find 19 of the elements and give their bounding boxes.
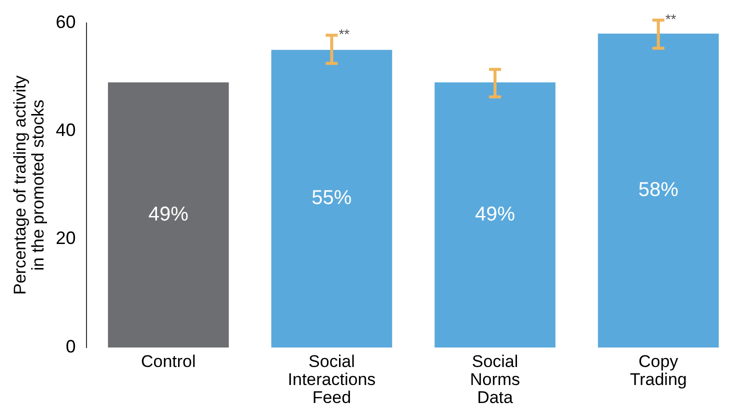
- y-tick-label: 20: [56, 228, 76, 248]
- y-tick-label: 0: [66, 336, 76, 356]
- bar: [108, 82, 229, 348]
- data-label: 49%: [148, 203, 189, 226]
- annotation: **: [665, 10, 677, 27]
- y-tick-label: 60: [56, 12, 76, 32]
- x-tick-label: Control: [140, 352, 196, 372]
- data-label: 55%: [312, 187, 352, 210]
- bar: [434, 82, 556, 348]
- y-axis-title: Percentage of trading activity in the promoted stocks: [10, 75, 48, 295]
- data-label: 49%: [475, 203, 516, 226]
- x-tick-label: Social Norms Data: [470, 352, 520, 407]
- x-tick-label: Copy Trading: [630, 352, 687, 389]
- x-tick-label: Social Interactions Feed: [288, 352, 376, 407]
- data-label: 58%: [638, 179, 679, 202]
- annotation: **: [338, 26, 350, 42]
- bar: [598, 34, 719, 348]
- bar: [271, 50, 392, 348]
- y-tick-label: 40: [56, 120, 76, 140]
